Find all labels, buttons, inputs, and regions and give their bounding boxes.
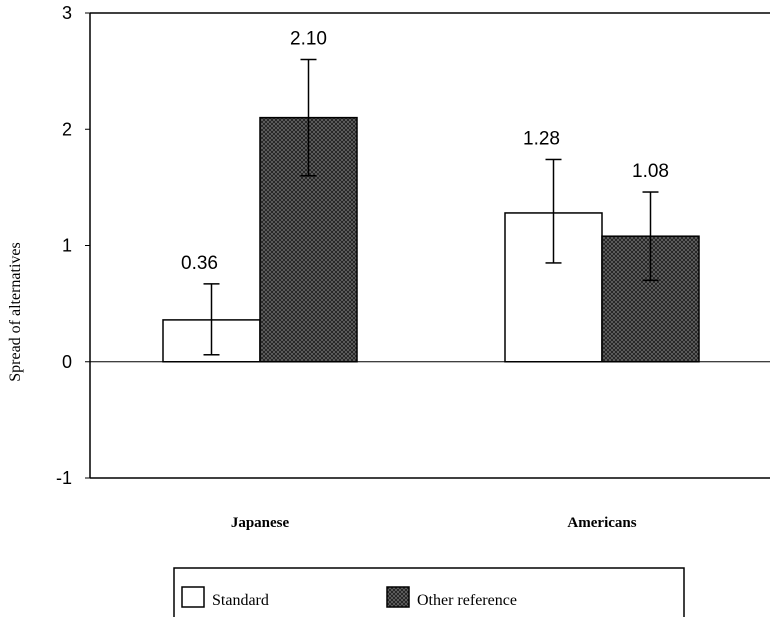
data-value-label: 1.28 [523,128,560,149]
x-axis-categories: Japanese Americans [231,515,637,531]
y-tick-label: 0 [62,352,72,372]
x-category-label: Japanese [231,515,290,531]
value-labels: 0.36 2.10 1.28 1.08 [181,29,669,274]
y-axis: -1 0 1 2 3 [56,3,90,488]
legend-label: Other reference [417,592,517,609]
y-tick-label: -1 [56,468,72,488]
y-tick-label: 2 [62,119,72,139]
data-value-label: 0.36 [181,253,218,274]
y-axis-label: Spread of alternatives [7,242,24,382]
error-bars [203,58,659,356]
y-tick-label: 3 [62,3,72,23]
legend-label: Standard [212,592,269,609]
data-value-label: 2.10 [290,29,327,50]
error-bar [642,191,659,282]
error-bar [203,283,220,356]
legend-swatch [386,586,410,608]
legend: Standard Other reference [173,567,685,617]
legend-box [173,567,685,617]
error-bar [300,58,317,177]
x-category-label: Americans [567,515,636,531]
legend-swatch [181,586,205,608]
bars [162,116,700,363]
error-bar [545,158,562,264]
data-value-label: 1.08 [632,161,669,182]
y-tick-label: 1 [62,236,72,256]
